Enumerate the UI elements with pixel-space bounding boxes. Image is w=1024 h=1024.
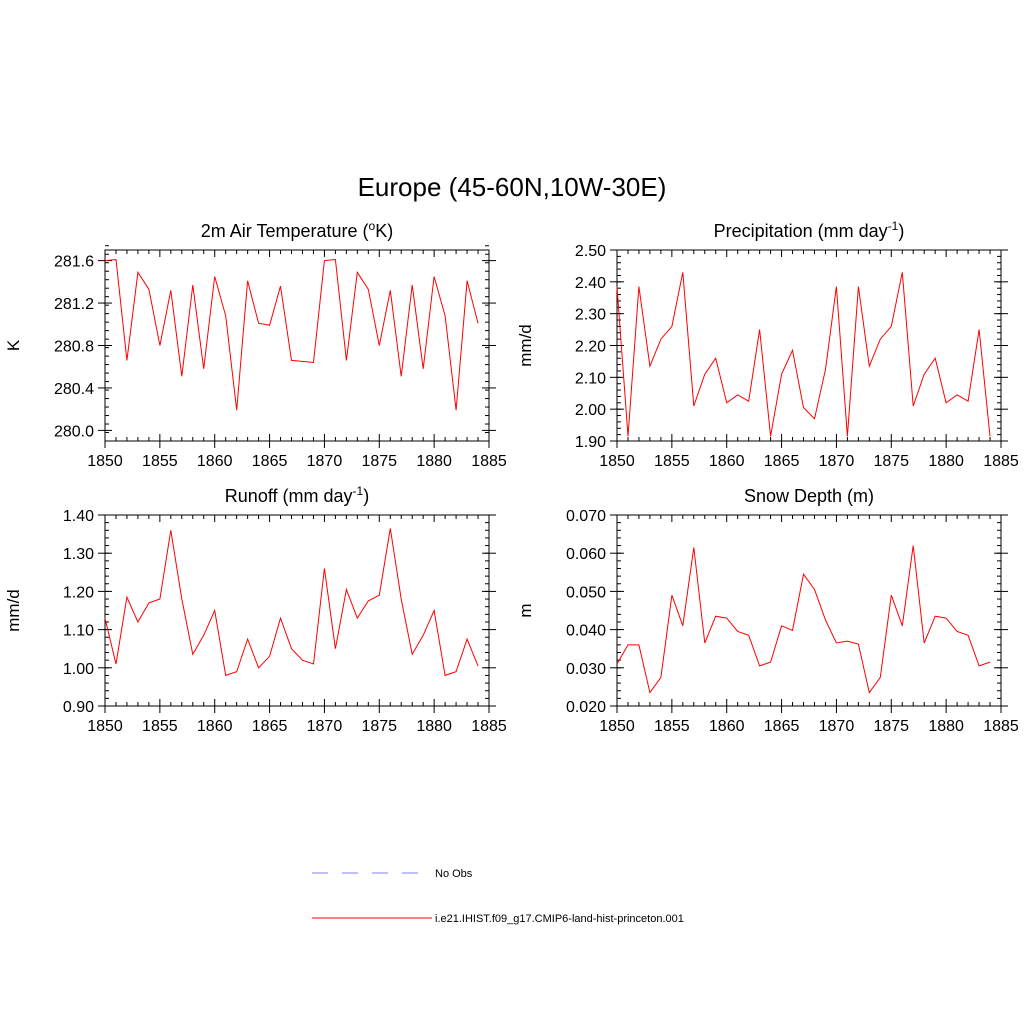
x-tick-label: 1860 [709, 453, 745, 470]
x-tick-label: 1850 [87, 453, 123, 470]
x-tick-label: 1875 [873, 453, 909, 470]
y-tick-label: 1.90 [575, 434, 606, 451]
y-tick-label: 280.8 [54, 339, 94, 356]
x-tick-label: 1855 [142, 718, 178, 735]
plot-frame [616, 514, 1002, 707]
panel-title: Runoff (mm day-1) [225, 484, 369, 506]
series-line [104, 528, 479, 677]
y-tick-label: 0.90 [63, 699, 94, 716]
y-tick-label: 0.040 [566, 623, 606, 640]
x-tick-label: 1875 [361, 718, 397, 735]
panel-title: 2m Air Temperature (oK) [201, 219, 393, 241]
panel-precipitation: Precipitation (mm day-1) mm/d 1850 1855 1860… [516, 219, 1019, 470]
y-tick-label: 0.020 [566, 699, 606, 716]
x-tick-label: 1850 [87, 718, 123, 735]
y-axis-label: mm/d [4, 589, 23, 632]
plot-frame [104, 249, 490, 442]
y-axis-label: mm/d [516, 324, 535, 367]
x-tick-label: 1870 [819, 453, 855, 470]
x-tick-label: 1880 [416, 453, 452, 470]
panel-runoff: Runoff (mm day-1) mm/d 1850 1855 1860 1865 187… [4, 484, 507, 735]
y-tick-label: 2.50 [575, 243, 606, 260]
x-tick-label: 1865 [252, 718, 288, 735]
x-tick-label: 1885 [471, 453, 507, 470]
x-tick-label: 1855 [654, 718, 690, 735]
panel-title: Precipitation (mm day-1) [714, 219, 905, 241]
y-tick-label: 0.070 [566, 508, 606, 525]
y-tick-label: 2.30 [575, 307, 606, 324]
y-tick-label: 0.030 [566, 661, 606, 678]
x-tick-label: 1885 [471, 718, 507, 735]
y-tick-label: 1.00 [63, 661, 94, 678]
y-tick-label: 2.10 [575, 370, 606, 387]
x-tick-label: 1875 [873, 718, 909, 735]
x-tick-label: 1875 [361, 453, 397, 470]
y-tick-label: 2.40 [575, 275, 606, 292]
y-tick-label: 280.0 [54, 423, 94, 440]
legend: No Obs i.e21.IHIST.f09_g17.CMIP6-land-hi… [312, 868, 684, 925]
series-line [616, 545, 991, 694]
y-tick-label: 1.30 [63, 546, 94, 563]
panel-snow-depth: Snow Depth (m) m 1850 1855 1860 1865 1870 1875 1… [516, 486, 1019, 735]
x-tick-label: 1850 [599, 453, 635, 470]
x-tick-label: 1880 [416, 718, 452, 735]
plot-frame [104, 514, 490, 707]
legend-label-no-obs: No Obs [435, 868, 473, 880]
x-tick-label: 1865 [764, 718, 800, 735]
x-tick-label: 1870 [307, 718, 343, 735]
y-tick-label: 281.2 [54, 296, 94, 313]
x-tick-label: 1865 [764, 453, 800, 470]
x-tick-label: 1885 [983, 453, 1019, 470]
figure-title: Europe (45-60N,10W-30E) [358, 172, 667, 202]
legend-label-model: i.e21.IHIST.f09_g17.CMIP6-land-hist-prin… [435, 913, 684, 925]
y-tick-label: 2.00 [575, 402, 606, 419]
panel-air-temperature: 2m Air Temperature (oK) K 1850 1855 1860 1865… [4, 219, 507, 470]
y-axis-label: K [4, 339, 23, 351]
x-tick-label: 1880 [928, 453, 964, 470]
x-tick-label: 1870 [307, 453, 343, 470]
x-tick-label: 1860 [197, 718, 233, 735]
y-tick-label: 2.20 [575, 339, 606, 356]
x-tick-label: 1855 [654, 453, 690, 470]
y-tick-label: 0.050 [566, 584, 606, 601]
x-tick-label: 1860 [197, 453, 233, 470]
x-tick-label: 1850 [599, 718, 635, 735]
y-tick-label: 280.4 [54, 381, 94, 398]
series-line [616, 272, 991, 437]
x-tick-label: 1855 [142, 453, 178, 470]
x-tick-label: 1885 [983, 718, 1019, 735]
x-tick-label: 1865 [252, 453, 288, 470]
x-tick-label: 1880 [928, 718, 964, 735]
y-tick-label: 1.40 [63, 508, 94, 525]
y-tick-label: 0.060 [566, 546, 606, 563]
plot-frame [616, 249, 1002, 442]
panel-title: Snow Depth (m) [744, 486, 874, 506]
y-tick-label: 281.6 [54, 254, 94, 271]
y-axis-label: m [516, 603, 535, 617]
y-tick-label: 1.20 [63, 584, 94, 601]
y-tick-label: 1.10 [63, 623, 94, 640]
series-line [104, 258, 479, 411]
x-tick-label: 1870 [819, 718, 855, 735]
x-tick-label: 1860 [709, 718, 745, 735]
